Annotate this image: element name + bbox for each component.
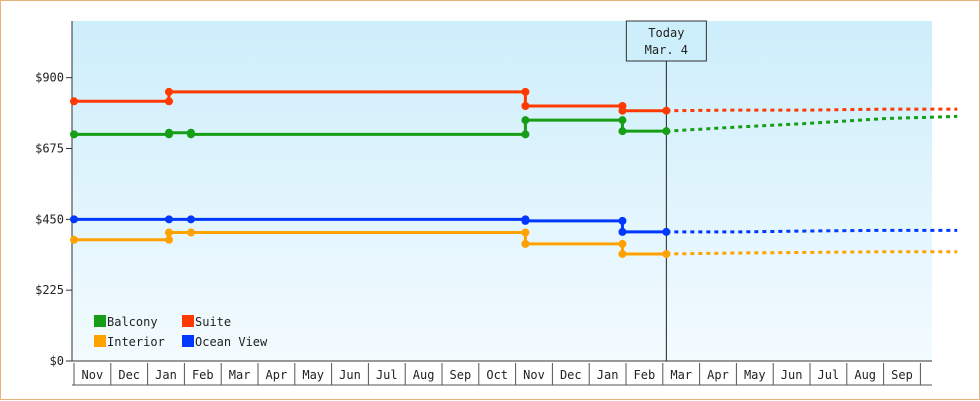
x-tick-label: Jul bbox=[818, 368, 840, 382]
x-tick-label: Sep bbox=[891, 368, 913, 382]
x-tick-label: Mar bbox=[670, 368, 692, 382]
data-point-ocean-view bbox=[186, 215, 195, 224]
x-tick-label: Jul bbox=[376, 368, 398, 382]
data-point-balcony bbox=[618, 127, 627, 136]
x-tick-label: Feb bbox=[192, 368, 214, 382]
x-tick-label: Jan bbox=[155, 368, 177, 382]
forecast-line-balcony bbox=[666, 114, 958, 133]
x-tick-label: Feb bbox=[634, 368, 656, 382]
data-point-interior bbox=[164, 235, 173, 244]
legend-swatch-suite bbox=[182, 315, 194, 327]
data-point-ocean-view bbox=[164, 215, 173, 224]
data-point-interior bbox=[164, 228, 173, 237]
data-point-interior bbox=[186, 228, 195, 237]
legend-swatch-ocean-view bbox=[182, 335, 194, 347]
x-tick-label: Sep bbox=[450, 368, 472, 382]
y-tick-label: $450 bbox=[35, 212, 64, 226]
x-tick-label: Apr bbox=[707, 368, 729, 382]
data-point-balcony bbox=[521, 130, 530, 139]
data-point-interior bbox=[618, 249, 627, 258]
data-point-balcony bbox=[164, 128, 173, 137]
legend-label-balcony: Balcony bbox=[107, 315, 158, 329]
x-tick-label: Apr bbox=[266, 368, 288, 382]
data-point-ocean-view bbox=[618, 227, 627, 236]
x-tick-label: May bbox=[744, 368, 766, 382]
data-point-balcony bbox=[618, 116, 627, 125]
x-tick-label: Jun bbox=[339, 368, 361, 382]
x-tick-label: Jun bbox=[781, 368, 803, 382]
legend-swatch-balcony bbox=[94, 315, 106, 327]
x-tick-label: May bbox=[302, 368, 324, 382]
forecast-line-ocean-view bbox=[666, 228, 958, 234]
legend-label-suite: Suite bbox=[195, 315, 231, 329]
y-tick-label: $225 bbox=[35, 283, 64, 297]
data-point-suite bbox=[164, 87, 173, 96]
x-tick-label: Dec bbox=[560, 368, 582, 382]
x-tick-label: Oct bbox=[486, 368, 508, 382]
legend-label-ocean-view: Ocean View bbox=[195, 335, 268, 349]
data-point-suite bbox=[521, 102, 530, 110]
data-point-interior bbox=[521, 228, 530, 237]
data-point-suite bbox=[164, 97, 173, 106]
x-tick-label: Aug bbox=[854, 368, 876, 382]
data-point-ocean-view bbox=[521, 216, 530, 225]
forecast-line-suite bbox=[666, 107, 958, 113]
x-tick-label: Aug bbox=[413, 368, 435, 382]
today-box bbox=[625, 20, 707, 62]
legend-label-interior: Interior bbox=[107, 335, 165, 349]
x-tick-label: Mar bbox=[229, 368, 251, 382]
data-point-interior bbox=[521, 239, 530, 248]
x-tick-label: Nov bbox=[523, 368, 545, 382]
data-point-suite bbox=[70, 97, 78, 106]
x-tick-label: Dec bbox=[118, 368, 140, 382]
legend-swatch-interior bbox=[94, 335, 106, 347]
data-point-balcony bbox=[70, 130, 78, 139]
today-date-label: Mar. 4 bbox=[645, 43, 688, 57]
data-point-ocean-view bbox=[70, 215, 78, 224]
data-point-interior bbox=[618, 239, 627, 248]
data-point-balcony bbox=[521, 116, 530, 125]
x-tick-label: Jan bbox=[597, 368, 619, 382]
x-tick-label: Nov bbox=[82, 368, 104, 382]
data-point-balcony bbox=[186, 130, 195, 139]
data-point-interior bbox=[70, 235, 78, 244]
plot-area bbox=[72, 21, 932, 361]
today-label: Today bbox=[648, 26, 684, 40]
data-point-suite bbox=[521, 87, 530, 96]
data-point-ocean-view bbox=[618, 216, 627, 225]
y-tick-label: $0 bbox=[50, 354, 64, 368]
y-tick-label: $675 bbox=[35, 142, 64, 156]
forecast-line-interior bbox=[666, 250, 958, 256]
y-tick-label: $900 bbox=[35, 71, 64, 85]
data-point-suite bbox=[618, 106, 627, 115]
